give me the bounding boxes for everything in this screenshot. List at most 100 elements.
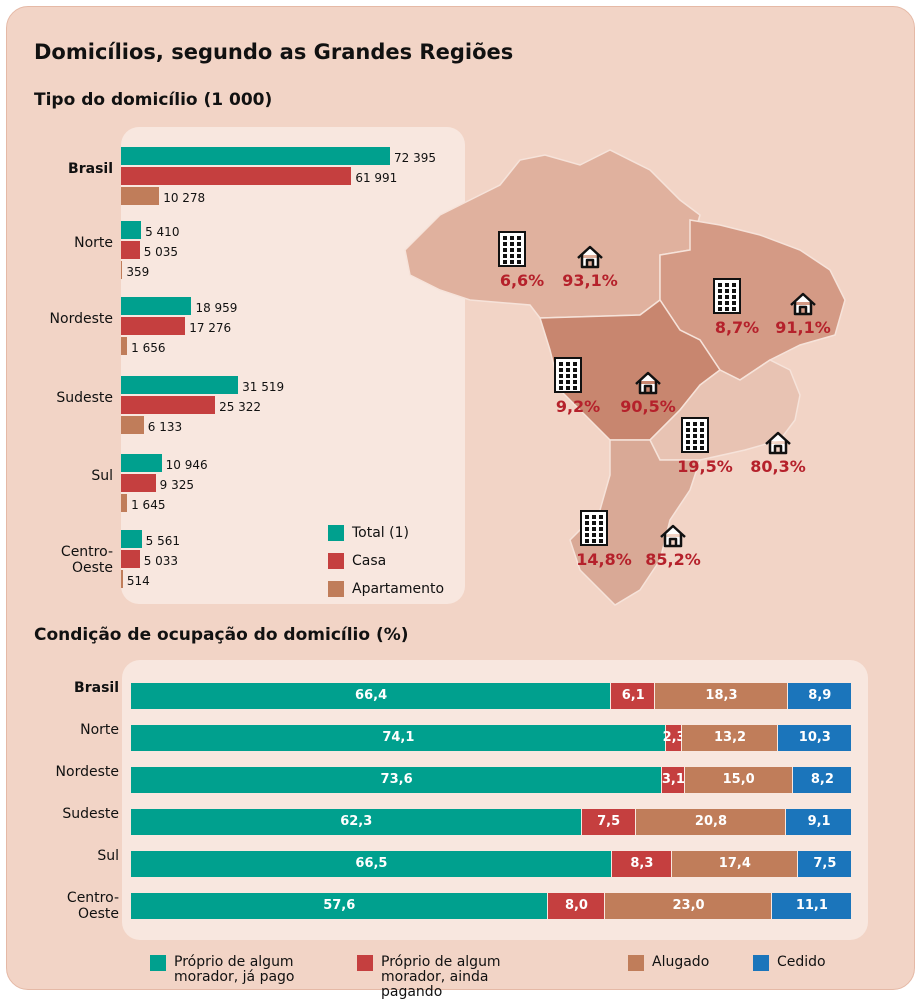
data-label: 25 322 — [219, 400, 262, 414]
legend-label: Próprio de algum morador, ainda pagando — [381, 954, 501, 1000]
icon-part — [566, 368, 570, 372]
data-label: 18 959 — [195, 301, 238, 315]
icon-part — [718, 295, 722, 299]
bar — [121, 454, 162, 472]
icon-part — [573, 368, 577, 372]
y-tick-label: Norte — [74, 235, 113, 251]
icon-part — [510, 260, 514, 264]
icon-part — [686, 434, 690, 438]
legend-swatch — [753, 955, 769, 971]
icon-part — [585, 527, 589, 531]
icon-part — [566, 374, 570, 378]
icon-part — [700, 428, 704, 432]
bar-segment — [547, 893, 606, 919]
data-label: 3,1 — [661, 772, 685, 787]
data-label: 6 133 — [147, 420, 183, 434]
icon-part — [510, 242, 514, 246]
icon-part — [566, 362, 570, 366]
icon-part — [732, 301, 736, 305]
bar — [121, 396, 216, 414]
icon-part — [599, 539, 603, 543]
bar-segment — [581, 809, 636, 835]
house-icon — [790, 292, 816, 316]
bar-segment — [611, 683, 656, 709]
chart-title: Condição de ocupação do domicílio (%) — [34, 625, 409, 645]
icon-part — [573, 386, 577, 390]
icon-part — [566, 386, 570, 390]
building-icon — [554, 357, 582, 393]
legend-swatch — [328, 581, 344, 597]
bar-segment — [635, 809, 787, 835]
icon-part — [517, 242, 521, 246]
chart-panel — [121, 127, 465, 604]
legend-label: Próprio de algum morador, já pago — [174, 954, 295, 985]
bar-segment — [684, 767, 793, 793]
icon-part — [510, 254, 514, 258]
y-tick-label: Sudeste — [62, 806, 119, 822]
icon-part — [592, 515, 596, 519]
bar-segment — [131, 767, 663, 793]
icon-part — [517, 254, 521, 258]
bar — [121, 530, 142, 548]
data-label: 18,3 — [705, 688, 738, 703]
icon-part — [725, 301, 729, 305]
icon-part — [599, 515, 603, 519]
icon-part — [725, 283, 729, 287]
icon-part — [592, 527, 596, 531]
icon-part — [693, 446, 697, 450]
bar-segment — [786, 809, 852, 835]
icon-part — [660, 524, 686, 548]
bar-segment — [682, 725, 778, 751]
icon-part — [686, 422, 690, 426]
bar-segment — [771, 893, 852, 919]
y-tick-label: Centro-Oeste — [60, 544, 113, 576]
data-label: 2,3 — [662, 730, 686, 745]
bar — [121, 241, 140, 259]
data-label: 74,1 — [382, 730, 415, 745]
bar — [121, 376, 239, 394]
bar-segment — [131, 809, 582, 835]
icon-part — [510, 236, 514, 240]
data-label: 5 033 — [143, 554, 179, 568]
icon-part — [635, 371, 661, 395]
data-label: 5 410 — [145, 225, 180, 239]
legend-label: Total (1) — [352, 525, 409, 541]
data-label: 10,3 — [798, 730, 831, 745]
icon-part — [599, 527, 603, 531]
icon-part — [503, 254, 507, 258]
bar-segment — [131, 893, 548, 919]
map-label: 93,1% — [562, 271, 618, 290]
icon-part — [686, 446, 690, 450]
icon-part — [732, 307, 736, 311]
data-label: 359 — [126, 265, 150, 279]
bar — [121, 474, 156, 492]
icon-part — [517, 248, 521, 252]
icon-part — [693, 428, 697, 432]
legend-swatch — [628, 955, 644, 971]
icon-part — [559, 368, 563, 372]
icon-part — [700, 434, 704, 438]
icon-part — [693, 422, 697, 426]
bar — [121, 167, 352, 185]
icon-part — [559, 386, 563, 390]
y-tick-label: Sudeste — [56, 390, 113, 406]
data-label: 7,5 — [813, 856, 837, 871]
y-tick-label: Nordeste — [55, 764, 119, 780]
icon-part — [566, 380, 570, 384]
icon-part — [592, 521, 596, 525]
data-label: 9 325 — [159, 478, 194, 492]
legend-swatch — [328, 525, 344, 541]
map-label: 14,8% — [576, 550, 632, 569]
data-label: 514 — [126, 574, 150, 588]
data-label: 31 519 — [242, 380, 285, 394]
house-icon — [635, 371, 661, 395]
data-label: 8,3 — [630, 856, 654, 871]
bar — [121, 187, 160, 205]
icon-part — [718, 289, 722, 293]
data-label: 5 561 — [145, 534, 181, 548]
bar-segment — [671, 851, 798, 877]
icon-part — [592, 533, 596, 537]
data-label: 61 991 — [355, 171, 398, 185]
